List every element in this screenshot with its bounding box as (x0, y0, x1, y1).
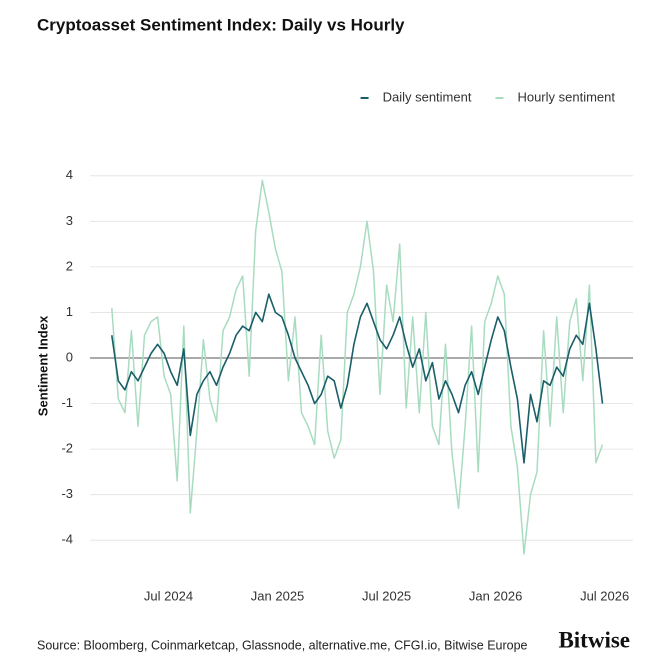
y-tick-label: -3 (61, 486, 73, 501)
y-tick-label: 2 (66, 258, 73, 273)
x-tick-label: Jul 2024 (144, 588, 193, 603)
y-tick-label: -2 (61, 441, 73, 456)
legend-label: Daily sentiment (383, 89, 472, 104)
series-line (111, 293, 604, 464)
y-tick-label: 1 (66, 304, 73, 319)
source-note: Source: Bloomberg, Coinmarketcap, Glassn… (37, 638, 528, 652)
y-tick-label: -1 (61, 395, 73, 410)
y-tick-label: 0 (66, 349, 73, 364)
legend-label: Hourly sentiment (517, 89, 615, 104)
chart-title: Cryptoasset Sentiment Index: Daily vs Ho… (37, 15, 405, 34)
x-tick-label: Jan 2025 (251, 588, 305, 603)
y-tick-label: -4 (61, 532, 73, 547)
y-tick-label: 4 (66, 167, 73, 182)
x-tick-label: Jan 2026 (469, 588, 523, 603)
brand-logo: Bitwise (558, 627, 630, 652)
y-axis-label: Sentiment Index (35, 315, 50, 416)
x-tick-label: Jul 2026 (580, 588, 629, 603)
x-tick-label: Jul 2025 (362, 588, 411, 603)
series-line (111, 179, 604, 555)
y-tick-label: 3 (66, 213, 73, 228)
